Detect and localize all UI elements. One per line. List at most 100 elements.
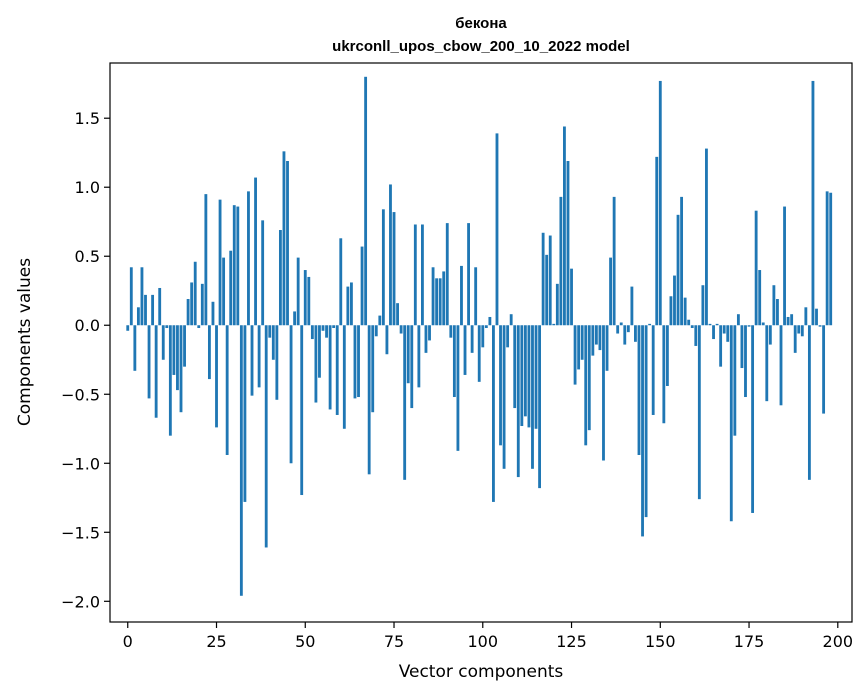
bar-90 — [445, 223, 449, 326]
bar-151 — [662, 325, 666, 424]
bar-114 — [531, 325, 534, 469]
bar-159 — [690, 325, 694, 329]
bar-71 — [378, 315, 382, 326]
bar-143 — [634, 325, 637, 342]
bar-102 — [488, 316, 492, 326]
bar-38 — [261, 220, 265, 326]
x-tick-label: 200 — [823, 632, 854, 651]
bar-125 — [570, 268, 573, 326]
bar-16 — [183, 325, 186, 367]
bar-132 — [594, 325, 598, 345]
bar-0 — [126, 325, 130, 331]
bar-54 — [318, 325, 321, 378]
bar-22 — [204, 194, 208, 326]
bar-26 — [218, 199, 222, 326]
bar-89 — [442, 271, 446, 326]
bar-163 — [705, 148, 708, 326]
bar-192 — [807, 325, 811, 480]
bar-37 — [257, 325, 261, 388]
bar-60 — [339, 238, 343, 326]
plot-frame — [109, 62, 853, 623]
bar-23 — [207, 325, 211, 380]
bar-100 — [481, 325, 485, 348]
bar-4 — [140, 267, 144, 326]
bar-68 — [367, 325, 371, 475]
bar-70 — [374, 325, 378, 337]
bar-148 — [651, 325, 655, 415]
bar-113 — [527, 325, 531, 428]
bar-10 — [161, 325, 165, 360]
bar-197 — [825, 191, 829, 326]
bar-122 — [559, 196, 563, 326]
bar-189 — [797, 325, 801, 334]
bar-17 — [186, 299, 190, 326]
chart-title-line1: бекона — [455, 15, 507, 32]
bar-12 — [168, 325, 172, 436]
bar-154 — [673, 275, 676, 326]
bar-53 — [314, 325, 318, 403]
bar-19 — [193, 261, 197, 326]
x-tick-label: 0 — [123, 632, 133, 651]
y-axis-label: Components values — [15, 258, 35, 426]
y-tick-label: −1.5 — [61, 523, 100, 542]
bar-78 — [403, 325, 407, 480]
bar-169 — [726, 325, 730, 342]
bar-167 — [719, 325, 723, 367]
bar-65 — [357, 325, 360, 398]
bar-177 — [754, 210, 758, 326]
bar-49 — [300, 325, 304, 496]
bar-30 — [232, 205, 236, 326]
bar-6 — [147, 325, 151, 399]
bar-106 — [502, 325, 506, 469]
bar-178 — [758, 270, 762, 326]
y-axis-ticks: −2.0 −1.5 −1.0 −0.5 0.0 0.5 1.0 1.5 — [61, 109, 110, 611]
bar-150 — [658, 80, 662, 326]
x-tick-label: 100 — [468, 632, 499, 651]
y-tick-label: −1.0 — [61, 454, 100, 473]
bar-123 — [563, 126, 566, 326]
bar-146 — [644, 325, 648, 518]
bar-74 — [389, 184, 392, 326]
bar-105 — [499, 325, 502, 446]
bar-14 — [176, 325, 179, 391]
bar-128 — [580, 325, 584, 360]
bar-2 — [133, 325, 137, 371]
bar-193 — [811, 80, 815, 326]
bar-97 — [470, 325, 474, 353]
bar-153 — [669, 296, 673, 326]
bar-180 — [765, 325, 769, 402]
bar-34 — [247, 191, 250, 326]
x-tick-label: 25 — [206, 632, 226, 651]
bar-173 — [740, 325, 744, 369]
bars-group — [126, 76, 833, 596]
bar-25 — [215, 325, 218, 428]
bar-80 — [410, 325, 414, 409]
bar-62 — [346, 286, 350, 326]
bar-50 — [303, 270, 307, 326]
bar-96 — [467, 223, 470, 326]
bar-27 — [222, 257, 226, 326]
bar-172 — [736, 314, 740, 326]
bar-174 — [744, 325, 747, 398]
bar-33 — [243, 325, 247, 502]
bar-13 — [172, 325, 176, 375]
bar-184 — [779, 325, 783, 406]
bar-93 — [456, 325, 460, 451]
bar-47 — [293, 311, 297, 326]
bar-75 — [392, 212, 396, 326]
bar-73 — [385, 325, 389, 355]
y-tick-label: 1.0 — [75, 178, 100, 197]
bar-186 — [786, 316, 790, 326]
bar-157 — [683, 297, 687, 326]
x-axis-ticks: 0 25 50 75 100 125 150 175 200 — [123, 622, 853, 651]
bar-11 — [165, 325, 169, 329]
bar-95 — [463, 325, 467, 375]
bar-24 — [211, 301, 215, 326]
bar-160 — [694, 325, 698, 346]
bar-92 — [452, 325, 456, 398]
bar-40 — [268, 325, 272, 338]
bar-141 — [626, 325, 630, 333]
bar-36 — [254, 177, 257, 326]
bar-162 — [701, 285, 705, 326]
